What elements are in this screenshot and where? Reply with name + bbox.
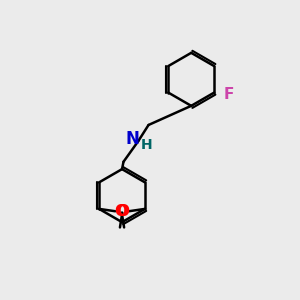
Text: O: O bbox=[117, 204, 130, 219]
Text: F: F bbox=[224, 87, 234, 102]
Text: H: H bbox=[141, 138, 152, 152]
Text: N: N bbox=[126, 130, 140, 148]
Text: O: O bbox=[114, 204, 127, 219]
